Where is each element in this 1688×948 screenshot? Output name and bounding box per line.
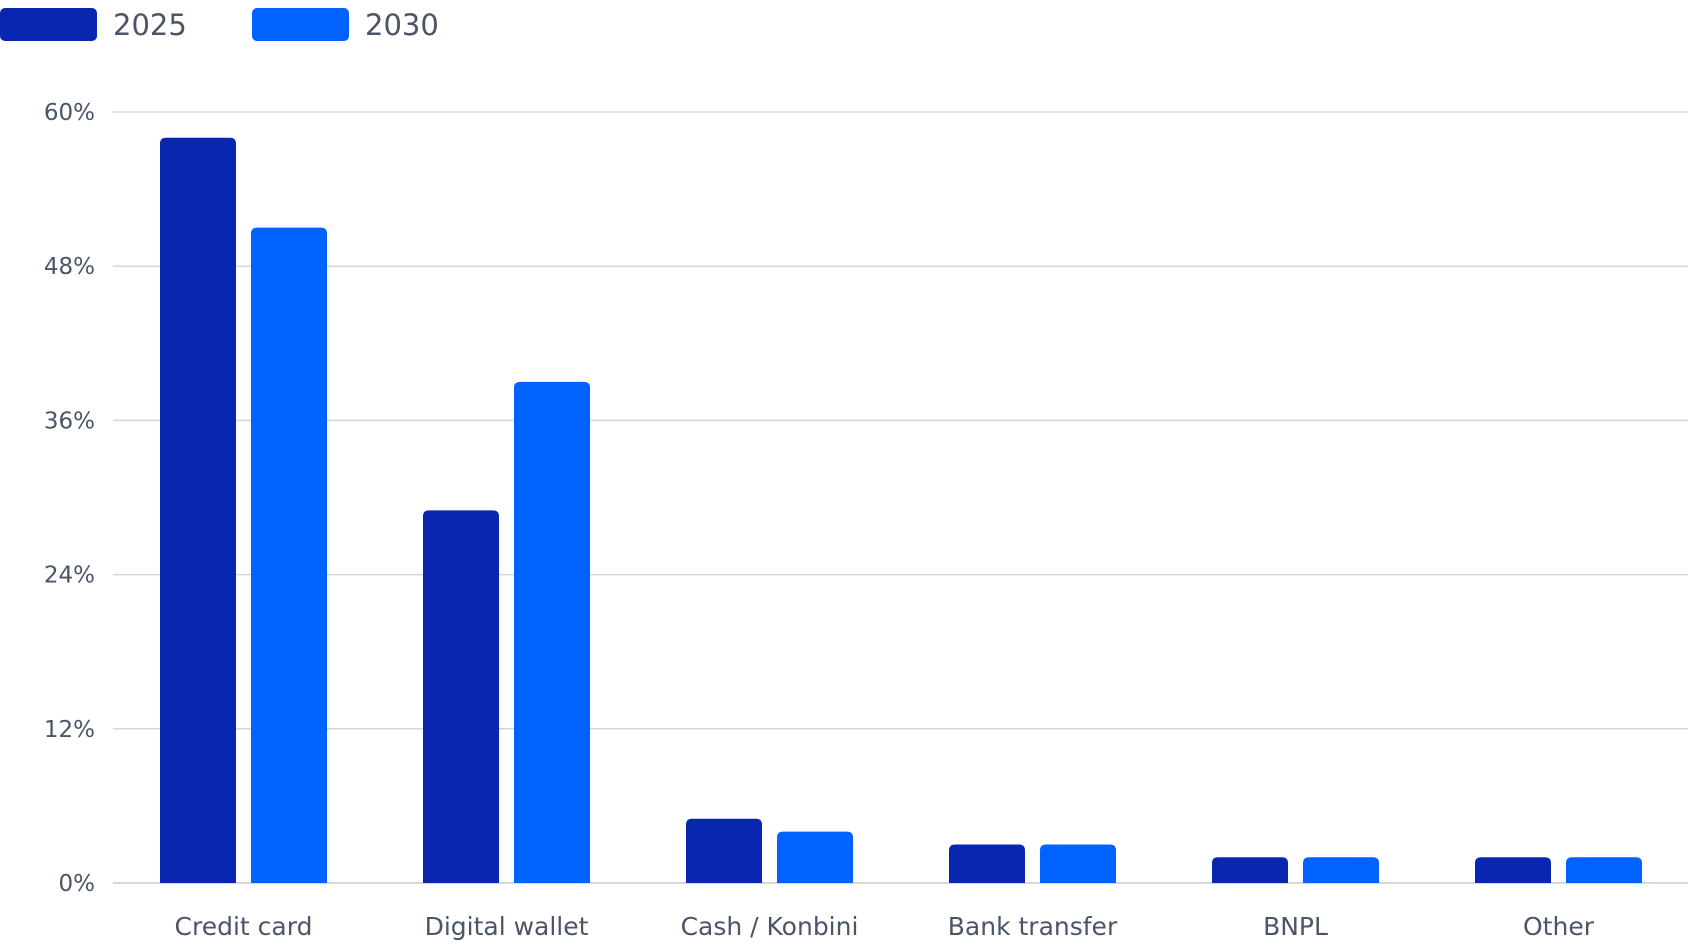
x-category-label: Other: [1523, 912, 1595, 941]
y-tick-label: 24%: [44, 563, 95, 589]
x-category-label: Digital wallet: [425, 912, 589, 941]
y-tick-label: 48%: [44, 254, 95, 280]
chart-legend: 2025 2030: [0, 8, 439, 42]
chart-gridlines: [113, 111, 1688, 884]
y-axis: 0% 12% 24% 36% 48% 60%: [44, 100, 95, 897]
y-tick-label: 12%: [44, 717, 95, 743]
bar-2025-other: [1475, 857, 1551, 883]
bar-2030-digital-wallet: [514, 381, 590, 883]
x-category-label: Credit card: [175, 912, 313, 941]
x-axis: Credit card Digital wallet Cash / Konbini B…: [175, 912, 1595, 941]
y-tick-label: 0%: [59, 871, 96, 897]
bar-2025-credit-card: [160, 137, 236, 883]
legend-label-2025: 2025: [113, 8, 187, 42]
bar-2030-cash-konbini: [777, 831, 853, 883]
bar-2025-bank-transfer: [949, 844, 1025, 883]
bar-2030-bnpl: [1303, 857, 1379, 883]
bar-2025-bnpl: [1212, 857, 1288, 883]
legend-swatch-2030: [252, 8, 349, 41]
bar-2025-cash-konbini: [686, 818, 762, 883]
x-category-label: Bank transfer: [948, 912, 1118, 941]
bar-2025-digital-wallet: [423, 510, 499, 883]
bar-2030-bank-transfer: [1040, 844, 1116, 883]
legend-swatch-2025: [0, 8, 97, 41]
bar-2030-other: [1566, 857, 1642, 883]
y-tick-label: 60%: [44, 100, 95, 126]
x-category-label: BNPL: [1263, 912, 1328, 941]
chart-bars: [160, 137, 1642, 883]
legend-label-2030: 2030: [365, 8, 439, 42]
bar-2030-credit-card: [251, 227, 327, 883]
x-category-label: Cash / Konbini: [681, 912, 859, 941]
y-tick-label: 36%: [44, 408, 95, 434]
